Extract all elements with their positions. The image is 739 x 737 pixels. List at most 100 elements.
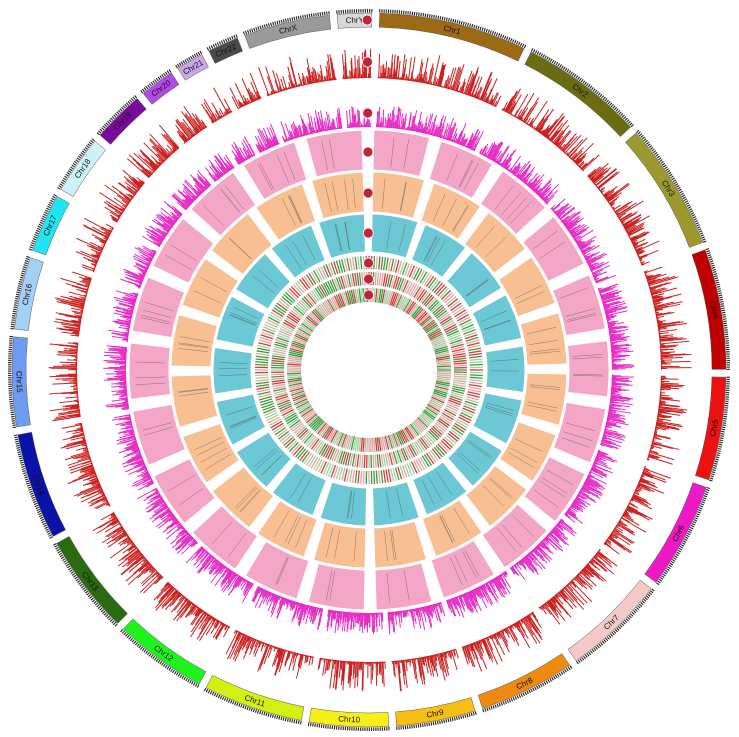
track3-bar — [445, 117, 454, 140]
track2-bar — [655, 423, 676, 429]
tick-chr16 — [24, 262, 28, 265]
ideogram-chr3 — [625, 132, 703, 248]
track2-bar — [607, 537, 626, 551]
track2-bar — [660, 344, 679, 347]
tick-chr9 — [426, 722, 428, 727]
track3-bar — [500, 158, 507, 167]
tick-chr19 — [124, 103, 128, 108]
track2-bar — [597, 551, 608, 560]
track2-bar — [91, 258, 98, 263]
track2-bar — [244, 637, 253, 654]
track2-bar — [72, 433, 85, 437]
track2-bar — [658, 332, 669, 335]
track2-bar — [95, 261, 98, 263]
tick-chr7 — [595, 646, 599, 650]
tick-chr1 — [471, 24, 474, 28]
track2-bar — [80, 427, 83, 430]
tick-chr6 — [673, 557, 677, 560]
track2-bar — [654, 431, 658, 434]
chromosome-label-chr1: Chr1 — [443, 24, 463, 37]
track2-bar — [158, 124, 180, 149]
track2-bar — [602, 189, 611, 196]
tick-chr17 — [46, 207, 50, 211]
track2-bar — [564, 586, 578, 601]
track2-bar — [639, 258, 642, 261]
track2-bar — [176, 118, 192, 139]
track2-bar — [541, 124, 550, 136]
track2-bar — [151, 571, 159, 578]
track2-bar — [642, 471, 666, 481]
track2-bar — [653, 436, 660, 439]
track2-bar — [637, 251, 644, 256]
track3-bar — [601, 292, 620, 299]
track2-bar — [640, 477, 656, 485]
tick-chr2 — [605, 99, 610, 103]
tick-chr8 — [504, 700, 507, 705]
tick-chr10 — [309, 722, 312, 727]
tick-chr6 — [685, 534, 690, 538]
track2-bar — [71, 300, 85, 305]
tick-chr3 — [701, 236, 705, 239]
track3-bar — [554, 205, 564, 214]
track2-bar — [418, 62, 424, 83]
track2-bar — [539, 130, 542, 134]
track3-bar — [587, 260, 596, 266]
tick-chr6 — [667, 566, 671, 570]
chromosome-label-chrx: ChrX — [278, 23, 298, 36]
track2-bar — [130, 554, 144, 567]
track2-bar — [69, 433, 85, 439]
tick-chr11 — [205, 688, 209, 693]
track2-bar — [382, 661, 385, 687]
track2-bar — [165, 158, 167, 161]
track2-bar — [474, 642, 483, 660]
track2-bar — [151, 568, 156, 573]
track2-bar — [274, 646, 277, 650]
track2-bar — [481, 639, 491, 660]
tick-chr17 — [47, 205, 51, 209]
track2-bar — [660, 388, 671, 391]
track2-bar — [92, 480, 100, 485]
track2-bar — [595, 553, 603, 559]
track2-bar — [537, 108, 555, 132]
tick-chr14 — [30, 494, 35, 497]
track2-bar — [292, 652, 296, 659]
track2-bar — [614, 526, 617, 529]
track2-bar — [58, 410, 80, 415]
tick-chr22 — [216, 42, 220, 46]
track2-bar — [164, 159, 166, 162]
track2-bar — [94, 265, 97, 267]
tick-chr2 — [615, 108, 619, 112]
tick-chr3 — [640, 134, 644, 138]
track2-bar — [627, 225, 644, 235]
track2-bar — [122, 536, 130, 543]
tick-chrx — [259, 25, 262, 30]
track2-bar — [470, 94, 472, 97]
track3-bar — [539, 186, 552, 199]
tick-chr14 — [39, 516, 44, 520]
tick-chr3 — [655, 153, 659, 157]
tick-chr1 — [435, 15, 438, 19]
tick-chr12 — [155, 658, 159, 662]
track2-bar — [98, 487, 103, 491]
tick-chr7 — [577, 659, 581, 664]
track2-bar — [246, 636, 251, 643]
tick-chr16 — [13, 304, 18, 307]
track2-bar — [622, 220, 633, 227]
track3-bar — [599, 288, 614, 294]
track2-bar — [95, 254, 101, 257]
track2-bar — [134, 190, 138, 194]
tick-chr13 — [73, 574, 77, 578]
track2-bar — [326, 75, 328, 82]
track2-bar — [448, 650, 452, 660]
track2-bar — [242, 101, 246, 106]
track2-bar — [605, 541, 607, 543]
tick-chr9 — [439, 720, 441, 724]
track2-bar — [577, 573, 580, 577]
track2-bar — [289, 56, 298, 88]
track2-bar — [531, 126, 534, 129]
tick-chr11 — [274, 714, 277, 719]
track3-bar — [439, 116, 447, 138]
track2-bar — [660, 351, 676, 354]
track2-bar — [124, 207, 126, 210]
track2-bar — [508, 100, 516, 114]
